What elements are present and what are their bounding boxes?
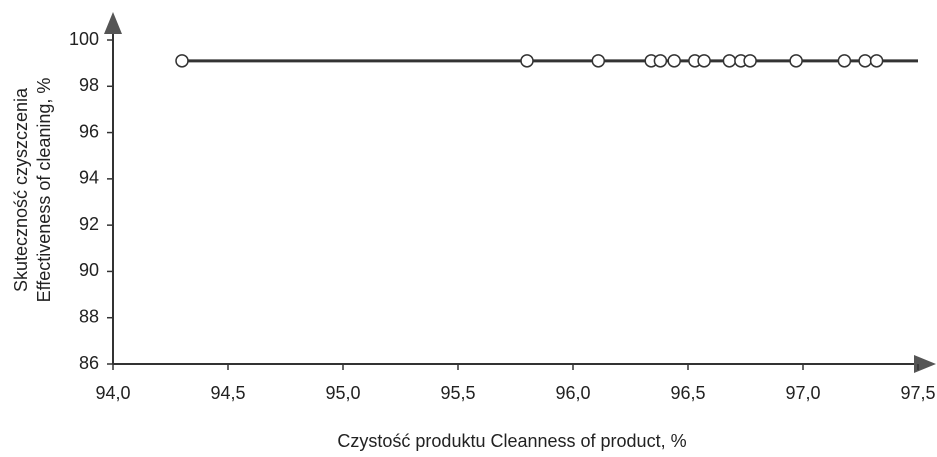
point [520, 54, 534, 68]
point [667, 54, 681, 68]
x-tick-label: 95,5 [440, 383, 475, 403]
x-axis-arrow [914, 355, 936, 373]
y-axis-arrow [104, 12, 122, 34]
x-tick-label: 95,0 [325, 383, 360, 403]
y-axis-label: Effectiveness of cleaning, % [34, 78, 54, 303]
point [591, 54, 606, 68]
x-tick-label: 94,5 [210, 383, 245, 403]
y-tick-label: 88 [79, 306, 99, 326]
point [869, 54, 884, 68]
point [743, 54, 757, 68]
y-tick-label: 100 [69, 29, 99, 49]
x-tick-label: 96,0 [555, 383, 590, 403]
point [789, 54, 803, 68]
x-axis-label: Czystość produktu Cleanness of product, … [337, 431, 686, 451]
x-tick-label: 96,5 [670, 383, 705, 403]
point [837, 54, 852, 68]
x-tick-label: 94,0 [95, 383, 130, 403]
point [175, 54, 189, 68]
x-tick-label: 97,5 [900, 383, 935, 403]
y-tick-label: 90 [79, 260, 99, 280]
y-axis-label: Skuteczność czyszczenia [11, 87, 31, 292]
point [653, 54, 668, 68]
y-tick-label: 92 [79, 214, 99, 234]
x-tick-label: 97,0 [785, 383, 820, 403]
point [858, 54, 872, 68]
y-tick-label: 86 [79, 353, 99, 373]
y-tick-label: 96 [79, 121, 99, 141]
y-tick-label: 94 [79, 168, 99, 188]
point [722, 54, 737, 68]
point [697, 54, 711, 68]
y-tick-label: 98 [79, 75, 99, 95]
